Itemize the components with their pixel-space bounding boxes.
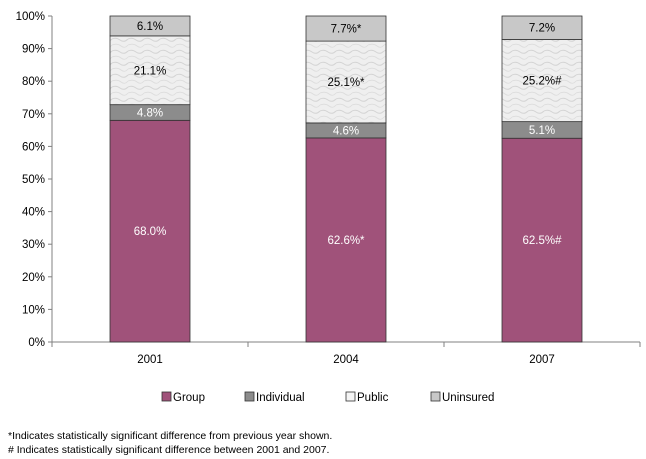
bar-segment-public-2007 xyxy=(501,39,583,123)
bar-segment-uninsured-2007 xyxy=(501,15,583,40)
y-tick-label: 30% xyxy=(22,239,45,251)
bar-segment-group-2004 xyxy=(305,137,387,343)
data-label-individual-2007: 5.1% xyxy=(529,125,555,137)
footnote-significance-2001-2007: # Indicates statistically significant di… xyxy=(8,444,330,456)
y-tick-label: 70% xyxy=(22,109,45,121)
legend-swatch-group xyxy=(161,391,172,402)
data-label-individual-2004: 4.6% xyxy=(333,125,359,137)
data-label-uninsured-2004: 7.7%* xyxy=(331,24,362,36)
y-tick-label: 10% xyxy=(22,304,45,316)
y-tick-label: 50% xyxy=(22,174,45,186)
data-label-group-2004: 62.6%* xyxy=(327,235,365,247)
legend-label-public: Public xyxy=(357,392,389,404)
legend-swatch-uninsured xyxy=(430,391,441,402)
bar-segment-public-2004 xyxy=(305,40,387,124)
y-tick-label: 100% xyxy=(16,11,45,23)
data-label-public-2007: 25.2%# xyxy=(522,76,562,88)
bars: 68.0% 4.8% 21.1% 6.1% 62.6%* 4.6% 25.1%* 7.7%* 6… xyxy=(109,15,583,343)
data-label-uninsured-2001: 6.1% xyxy=(137,21,163,33)
footnote-significance-previous: *Indicates statistically significant dif… xyxy=(8,430,333,442)
y-tick-label: 0% xyxy=(28,337,45,349)
legend: Group Individual Public Uninsured xyxy=(161,391,494,404)
bar-segment-group-2001 xyxy=(109,119,191,343)
bar-segment-group-2007 xyxy=(501,137,583,343)
y-tick-label: 60% xyxy=(22,141,45,153)
x-tick-label: 2001 xyxy=(137,354,163,366)
legend-swatch-public xyxy=(345,391,356,402)
data-label-group-2007: 62.5%# xyxy=(522,235,562,247)
data-label-individual-2001: 4.8% xyxy=(137,107,163,119)
y-tick-label: 80% xyxy=(22,76,45,88)
x-tick-label: 2007 xyxy=(529,354,555,366)
bar-segment-uninsured-2001 xyxy=(109,15,191,37)
y-tick-label: 90% xyxy=(22,44,45,56)
data-label-group-2001: 68.0% xyxy=(134,226,167,238)
y-tick-label: 20% xyxy=(22,272,45,284)
x-tick-label: 2004 xyxy=(333,354,359,366)
bar-segment-uninsured-2004 xyxy=(305,15,387,42)
legend-label-individual: Individual xyxy=(256,392,305,404)
legend-swatch-individual xyxy=(244,391,255,402)
data-label-public-2001: 21.1% xyxy=(134,65,167,77)
axes: 0% 10% 20% 30% 40% 50% 60% 70% 80% 90% 100% 2001 200… xyxy=(16,11,641,366)
legend-label-group: Group xyxy=(173,392,205,404)
stacked-bar-chart: 0% 10% 20% 30% 40% 50% 60% 70% 80% 90% 100% 2001 200… xyxy=(16,11,641,404)
y-tick-label: 40% xyxy=(22,207,45,219)
legend-label-uninsured: Uninsured xyxy=(442,392,494,404)
data-label-uninsured-2007: 7.2% xyxy=(529,23,555,35)
bar-segment-public-2001 xyxy=(109,35,191,106)
data-label-public-2004: 25.1%* xyxy=(327,77,365,89)
